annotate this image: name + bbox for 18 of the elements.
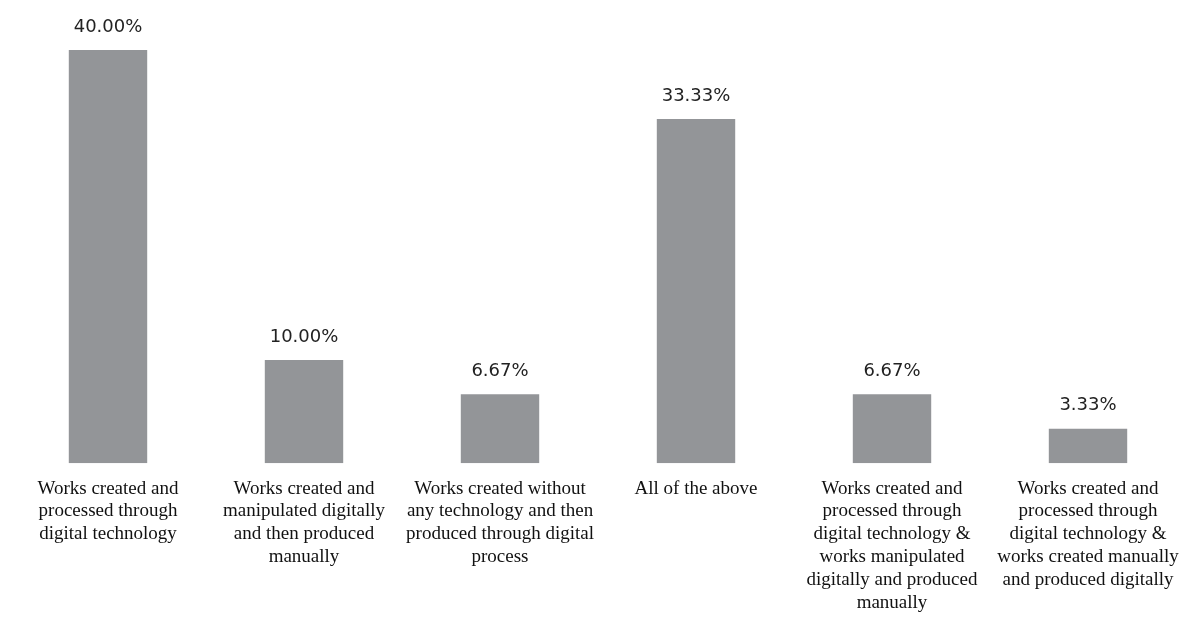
x-tick-label: Works created without any technology and then produced through digital process [406,476,594,566]
x-tick-label: Works created and processed through digital technology [37,476,179,544]
bar [656,118,736,464]
data-label: 40.00% [73,14,143,36]
data-label: 10.00% [269,324,339,346]
bar [264,359,344,464]
data-label: 6.67% [471,358,529,380]
data-label: 6.67% [863,358,921,380]
x-tick-label: Works created and manipulated digitally and then produced manually [223,476,386,566]
bar [68,50,148,464]
x-tick-label: Works created and processed through digital technology & works created manually and produced digitally [997,476,1180,589]
data-label: 33.33% [661,83,731,105]
bar [460,394,540,464]
bar [1048,428,1128,464]
x-tick-label: All of the above [634,476,758,498]
x-tick-label: Works created and processed through digital technology & works manipulated digitally and produced manually [806,476,978,612]
bar [852,394,932,464]
data-label: 3.33% [1059,393,1117,415]
